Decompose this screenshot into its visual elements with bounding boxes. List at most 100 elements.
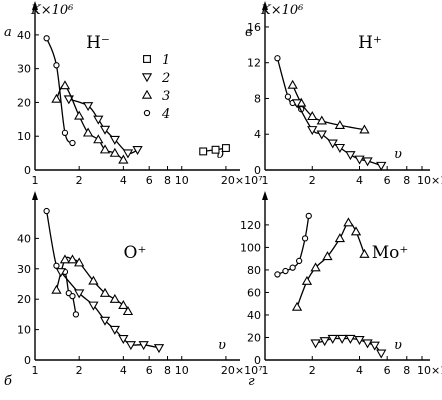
data-point-triangle-up <box>74 110 85 120</box>
data-point-triangle-down <box>327 334 338 344</box>
y-axis-arrow <box>262 1 268 10</box>
y-tick-label: 0 <box>254 354 261 367</box>
y-tick-label: 100 <box>240 241 261 254</box>
y-tick-label: 20 <box>247 331 261 344</box>
data-point-triangle-down <box>138 341 149 351</box>
data-point-triangle-up <box>88 275 99 285</box>
y-axis-arrow <box>32 1 38 10</box>
y-tick-label: 8 <box>254 92 261 105</box>
x-tick-label: 2 <box>309 364 316 377</box>
legend: 1 2 3 4 <box>141 53 170 122</box>
x-tick-label: 4 <box>356 174 363 187</box>
data-point-circle <box>301 235 309 242</box>
data-point-triangle-down <box>99 316 111 326</box>
ion-label: O⁺ <box>124 243 147 263</box>
data-point-triangle-down <box>319 337 330 347</box>
x-tick-label: 8 <box>403 174 410 187</box>
data-point-triangle-down <box>88 301 99 311</box>
data-point-triangle-up <box>350 226 362 236</box>
series-circle <box>43 35 76 147</box>
x-tick-label: 10×10⁷ <box>417 174 442 187</box>
y-tick-label: 10 <box>17 324 31 337</box>
legend-label: 3 <box>162 89 170 104</box>
data-point-triangle-down <box>316 130 327 140</box>
x-axis-label: υ <box>216 147 224 162</box>
data-point-circle <box>53 262 60 269</box>
data-point-triangle-up <box>67 254 78 264</box>
ion-label: H⁻ <box>86 33 110 53</box>
data-point-circle <box>43 35 50 42</box>
data-point-circle <box>53 62 60 69</box>
x-tick-label: 2 <box>309 174 316 187</box>
data-point-circle <box>295 257 303 265</box>
series-triangle-up <box>51 254 134 316</box>
data-point-triangle-down <box>334 143 346 153</box>
panel-label: в <box>245 25 253 40</box>
x-tick-label: 6 <box>384 364 391 377</box>
series-circle <box>43 207 80 318</box>
data-point-square <box>199 147 208 156</box>
data-point-triangle-up <box>74 257 85 267</box>
data-point-triangle-down <box>125 341 137 351</box>
data-point-triangle-down <box>362 339 373 349</box>
data-point-triangle-up <box>359 124 370 134</box>
y-tick-label: 120 <box>240 219 261 232</box>
series-triangle-down <box>63 95 143 159</box>
data-point-triangle-down <box>82 102 94 112</box>
data-point-triangle-up <box>99 144 111 154</box>
x-axis-label: υ <box>394 338 402 353</box>
data-point-circle <box>289 264 296 271</box>
y-tick-label: 60 <box>247 286 261 299</box>
series-triangle-up <box>51 80 129 164</box>
data-point-triangle-down <box>99 125 111 135</box>
data-point-triangle-down <box>109 135 120 145</box>
data-point-triangle-up <box>316 115 327 125</box>
panel-label: а <box>4 25 12 40</box>
series-circle <box>274 212 312 278</box>
series-triangle-down <box>55 268 165 354</box>
x-tick-label: 2 <box>76 174 83 187</box>
legend-label: 2 <box>161 71 170 86</box>
series-square <box>199 144 230 156</box>
y-axis-label: K×10⁶ <box>260 3 303 18</box>
data-point-triangle-up <box>310 262 321 272</box>
ion-label: H⁺ <box>358 33 382 53</box>
legend-marker-square <box>143 55 151 63</box>
data-point-triangle-up <box>334 119 346 129</box>
data-point-triangle-down <box>354 155 365 165</box>
ion-label: Mo⁺ <box>372 243 409 263</box>
data-point-circle <box>72 311 80 318</box>
data-point-triangle-down <box>291 99 303 109</box>
x-axis-label: υ <box>394 147 402 162</box>
data-point-triangle-down <box>118 335 129 345</box>
data-point-triangle-up <box>287 79 298 89</box>
data-point-triangle-up <box>118 299 129 309</box>
y-tick-label: 40 <box>17 29 31 42</box>
legend-marker-circle <box>143 109 151 117</box>
data-point-triangle-up <box>51 284 62 294</box>
y-tick-label: 40 <box>17 232 31 245</box>
panel-label: г <box>248 374 255 389</box>
data-point-circle <box>274 271 281 278</box>
data-point-triangle-down <box>153 344 165 354</box>
data-point-circle <box>284 93 292 100</box>
data-point-triangle-up <box>359 248 370 258</box>
data-point-triangle-up <box>291 301 303 311</box>
data-point-circle <box>274 55 281 62</box>
data-point-triangle-up <box>118 154 129 164</box>
data-point-triangle-down <box>376 161 387 171</box>
data-point-triangle-up <box>343 217 354 227</box>
y-axis-arrow <box>32 191 38 200</box>
series-curve <box>46 38 73 144</box>
data-point-triangle-down <box>109 325 120 335</box>
data-point-circle <box>61 129 69 136</box>
x-tick-label: 6 <box>384 174 391 187</box>
legend-marker-triangle-down <box>141 73 153 83</box>
x-axis-label: υ <box>218 338 226 353</box>
data-point-triangle-down <box>122 149 134 159</box>
y-tick-label: 20 <box>17 96 31 109</box>
legend-label: 1 <box>162 53 170 68</box>
y-tick-label: 0 <box>24 164 31 177</box>
data-point-triangle-down <box>93 115 104 125</box>
